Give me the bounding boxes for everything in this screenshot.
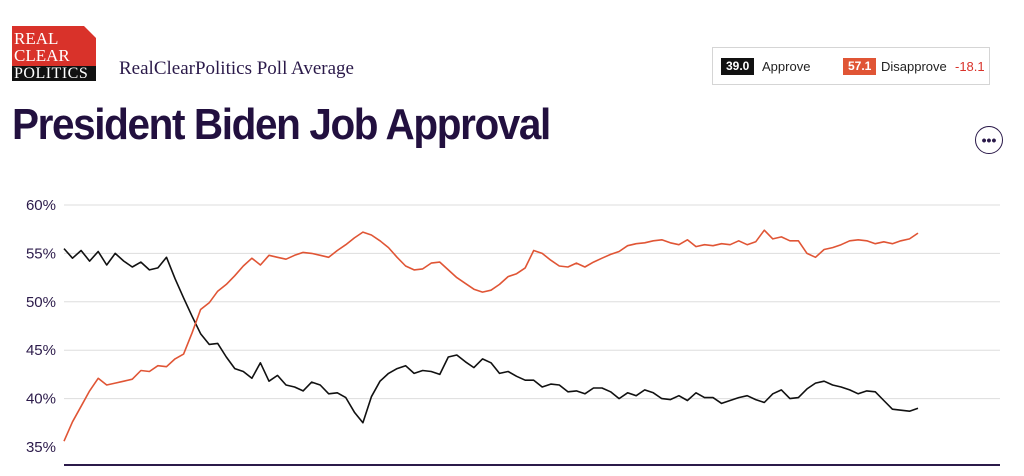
y-axis-ticks: 35% 40% 45% 50% 55% 60%	[26, 197, 56, 456]
chart-legend: 39.0 Approve 57.1 Disapprove -18.1	[712, 47, 990, 85]
rcp-logo[interactable]: REAL CLEAR POLITICS	[12, 26, 96, 82]
y-tick-label: 40%	[26, 391, 56, 408]
y-tick-label: 45%	[26, 342, 56, 359]
y-tick-label: 60%	[26, 197, 56, 214]
page-title: President Biden Job Approval	[12, 100, 551, 149]
approve-label: Approve	[762, 59, 811, 74]
disapprove-label: Disapprove	[881, 59, 947, 74]
y-tick-label: 35%	[26, 439, 56, 456]
logo-text-politics: POLITICS	[14, 65, 89, 82]
series-line-disapprove	[63, 229, 919, 442]
logo-text-clear: CLEAR	[14, 46, 70, 65]
y-tick-label: 50%	[26, 294, 56, 311]
logo-red-block	[12, 26, 96, 70]
logo-black-block	[12, 66, 96, 81]
chart-gridlines	[64, 204, 1000, 400]
y-tick-label: 55%	[26, 245, 56, 262]
more-horizontal-icon: •••	[981, 132, 997, 148]
disapprove-value-badge: 57.1	[843, 58, 877, 75]
approve-value-badge: 39.0	[721, 58, 755, 75]
chart-series	[63, 229, 919, 442]
page-subtitle: RealClearPolitics Poll Average	[119, 58, 354, 79]
spread-value: -18.1	[955, 59, 985, 74]
series-line-approve	[63, 248, 919, 424]
logo-corner-fold	[84, 26, 96, 38]
more-options-button[interactable]: •••	[975, 126, 1003, 154]
logo-text-real: REAL	[14, 29, 59, 48]
